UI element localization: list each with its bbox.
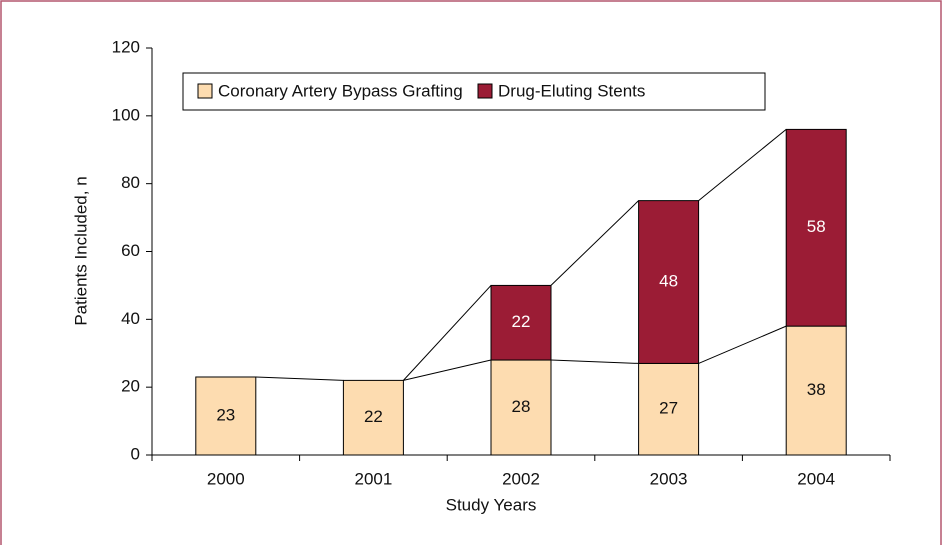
bar-segment (342, 379, 404, 456)
y-tick-label: 120 (112, 37, 140, 56)
legend-swatch (197, 83, 213, 99)
y-axis-label: Patients Included, n (71, 176, 90, 325)
y-tick-label: 20 (121, 377, 140, 396)
value-label: 27 (659, 399, 678, 418)
value-label: 58 (807, 217, 826, 236)
y-tick-label: 60 (121, 241, 140, 260)
value-label: 38 (807, 380, 826, 399)
connector (550, 200, 639, 286)
value-label: 48 (659, 272, 678, 291)
connector (255, 376, 344, 381)
connector (403, 285, 492, 381)
legend-box (182, 72, 766, 111)
x-axis-label: Study Years (446, 495, 537, 514)
connector (550, 359, 639, 364)
x-tick-label: 2004 (797, 469, 835, 488)
legend-swatch (477, 83, 493, 99)
value-label: 28 (512, 397, 531, 416)
bar-segment (195, 376, 257, 456)
bar-segment (638, 200, 700, 364)
value-label: 22 (512, 312, 531, 331)
bar-segment (490, 284, 552, 361)
y-tick-label: 40 (121, 309, 140, 328)
y-tick-label: 100 (112, 105, 140, 124)
bar-segment (490, 359, 552, 456)
y-tick-label: 0 (131, 444, 140, 463)
x-tick-label: 2003 (650, 469, 688, 488)
x-tick-label: 2001 (354, 469, 392, 488)
x-tick-label: 2000 (207, 469, 245, 488)
connector (403, 359, 492, 381)
legend-label: Drug-Eluting Stents (498, 81, 645, 100)
bar-segment (785, 128, 847, 327)
value-label: 22 (364, 407, 383, 426)
y-tick-label: 80 (121, 173, 140, 192)
x-tick-label: 2002 (502, 469, 540, 488)
value-label: 23 (216, 405, 235, 424)
bar-segment (638, 362, 700, 456)
connector (698, 325, 787, 364)
connector (698, 129, 787, 202)
legend-label: Coronary Artery Bypass Grafting (218, 81, 463, 100)
